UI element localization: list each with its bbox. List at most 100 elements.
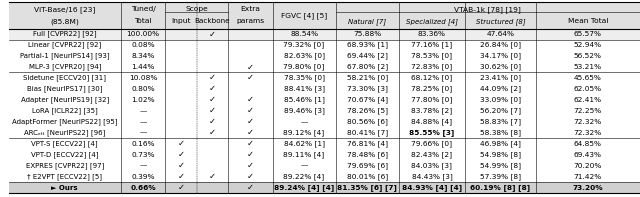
Text: 75.88%: 75.88% — [353, 31, 381, 37]
Text: 1.02%: 1.02% — [131, 97, 155, 103]
Text: Natural [7]: Natural [7] — [348, 18, 387, 25]
Text: ✓: ✓ — [209, 95, 216, 104]
Text: ✓: ✓ — [209, 172, 216, 181]
Text: 85.55% [3]: 85.55% [3] — [410, 129, 454, 136]
Text: 58.38% [8]: 58.38% [8] — [480, 129, 521, 136]
Text: 78.25% [0]: 78.25% [0] — [412, 85, 452, 92]
Text: 34.17% [0]: 34.17% [0] — [480, 53, 521, 59]
Text: 73.30% [3]: 73.30% [3] — [347, 85, 388, 92]
Text: ✓: ✓ — [209, 73, 216, 82]
Text: 72.25%: 72.25% — [574, 108, 602, 114]
Text: Extra: Extra — [241, 6, 260, 12]
Text: 54.99% [8]: 54.99% [8] — [480, 162, 521, 169]
Text: 78.35% [0]: 78.35% [0] — [284, 74, 324, 81]
Text: Full [CVPR22] [92]: Full [CVPR22] [92] — [33, 31, 97, 37]
Text: 33.09% [0]: 33.09% [0] — [480, 97, 521, 103]
Text: Total: Total — [134, 18, 152, 24]
Text: 79.32% [0]: 79.32% [0] — [284, 42, 324, 48]
Text: 76.81% [4]: 76.81% [4] — [347, 140, 388, 147]
Bar — [8, 29, 640, 40]
Text: ✓: ✓ — [247, 150, 254, 159]
Text: 56.20% [7]: 56.20% [7] — [480, 107, 521, 114]
Text: 54.98% [8]: 54.98% [8] — [480, 151, 521, 158]
Text: 77.16% [1]: 77.16% [1] — [412, 42, 452, 48]
Text: 70.67% [4]: 70.67% [4] — [347, 97, 388, 103]
Text: 78.48% [6]: 78.48% [6] — [347, 151, 388, 158]
Text: ✓: ✓ — [247, 62, 254, 72]
Text: 65.57%: 65.57% — [574, 31, 602, 37]
Text: Tuned/: Tuned/ — [131, 6, 156, 12]
Text: 10.08%: 10.08% — [129, 75, 157, 81]
Text: 60.19% [8] [8]: 60.19% [8] [8] — [470, 184, 531, 191]
Text: 68.93% [1]: 68.93% [1] — [347, 42, 388, 48]
Text: 88.41% [3]: 88.41% [3] — [284, 85, 324, 92]
Text: ✓: ✓ — [247, 106, 254, 115]
Text: 73.20%: 73.20% — [573, 185, 604, 190]
Text: 0.08%: 0.08% — [131, 42, 155, 48]
Text: (85.8M): (85.8M) — [51, 18, 79, 25]
Text: ✓: ✓ — [247, 128, 254, 137]
Text: 80.41% [7]: 80.41% [7] — [347, 129, 388, 136]
Text: 89.11% [4]: 89.11% [4] — [284, 151, 324, 158]
Text: ✓: ✓ — [177, 139, 184, 148]
Text: EXPRES [CVPR22] [97]: EXPRES [CVPR22] [97] — [26, 162, 104, 169]
Text: ✓: ✓ — [247, 117, 254, 126]
Text: 53.21%: 53.21% — [574, 64, 602, 70]
Text: 52.94%: 52.94% — [574, 42, 602, 48]
Text: ✓: ✓ — [209, 117, 216, 126]
Text: 56.52%: 56.52% — [574, 53, 602, 59]
Text: ✓: ✓ — [247, 183, 254, 192]
Text: Sidetune [ECCV20] [31]: Sidetune [ECCV20] [31] — [23, 74, 106, 81]
Text: —: — — [140, 108, 147, 114]
Text: 46.98% [4]: 46.98% [4] — [480, 140, 521, 147]
Text: 72.32%: 72.32% — [574, 130, 602, 136]
Text: ARCₑₜₜ [NeurIPS22] [96]: ARCₑₜₜ [NeurIPS22] [96] — [24, 129, 106, 136]
Text: Backbone: Backbone — [195, 18, 230, 24]
Text: 62.05%: 62.05% — [574, 86, 602, 92]
Text: 1.44%: 1.44% — [131, 64, 155, 70]
Text: 45.65%: 45.65% — [574, 75, 602, 81]
Text: 89.24% [4] [4]: 89.24% [4] [4] — [274, 184, 334, 191]
Text: 30.62% [0]: 30.62% [0] — [480, 64, 521, 70]
Bar — [8, 2, 640, 29]
Text: 82.43% [2]: 82.43% [2] — [412, 151, 452, 158]
Bar — [8, 182, 640, 193]
Text: 0.66%: 0.66% — [131, 185, 156, 190]
Text: Mean Total: Mean Total — [568, 18, 608, 24]
Text: —: — — [140, 119, 147, 125]
Text: MLP-3 [CVPR20] [94]: MLP-3 [CVPR20] [94] — [29, 64, 101, 70]
Text: 83.36%: 83.36% — [418, 31, 446, 37]
Text: 80.01% [6]: 80.01% [6] — [347, 173, 388, 180]
Text: LoRA [ICLR22] [35]: LoRA [ICLR22] [35] — [32, 107, 98, 114]
Text: 84.03% [3]: 84.03% [3] — [412, 162, 452, 169]
Text: 89.22% [4]: 89.22% [4] — [284, 173, 324, 180]
Text: ✓: ✓ — [247, 161, 254, 170]
Text: 84.88% [4]: 84.88% [4] — [412, 118, 452, 125]
Text: 84.43% [3]: 84.43% [3] — [412, 173, 452, 180]
Text: ✓: ✓ — [247, 139, 254, 148]
Text: 69.44% [2]: 69.44% [2] — [347, 53, 388, 59]
Text: 85.46% [1]: 85.46% [1] — [284, 97, 324, 103]
Text: FGVC [4] [5]: FGVC [4] [5] — [281, 12, 327, 19]
Text: 72.32%: 72.32% — [574, 119, 602, 125]
Text: 80.56% [6]: 80.56% [6] — [347, 118, 388, 125]
Text: 88.54%: 88.54% — [290, 31, 318, 37]
Text: 72.83% [0]: 72.83% [0] — [412, 64, 452, 70]
Text: ✓: ✓ — [177, 150, 184, 159]
Text: 0.16%: 0.16% — [131, 141, 155, 147]
Text: VPT-D [ECCV22] [4]: VPT-D [ECCV22] [4] — [31, 151, 99, 158]
Text: 81.35% [6] [7]: 81.35% [6] [7] — [337, 184, 397, 191]
Text: Adapter [NeurIPS19] [32]: Adapter [NeurIPS19] [32] — [20, 97, 109, 103]
Text: 69.43%: 69.43% — [574, 152, 602, 158]
Text: —: — — [140, 163, 147, 169]
Text: 8.34%: 8.34% — [131, 53, 155, 59]
Text: Partial-1 [NeurIPS14] [93]: Partial-1 [NeurIPS14] [93] — [20, 53, 109, 59]
Text: ✓: ✓ — [247, 95, 254, 104]
Text: —: — — [300, 163, 308, 169]
Text: 0.73%: 0.73% — [131, 152, 155, 158]
Text: ✓: ✓ — [209, 128, 216, 137]
Text: VTAB-1k [78] [19]: VTAB-1k [78] [19] — [454, 6, 521, 13]
Text: Specialized [4]: Specialized [4] — [406, 18, 458, 25]
Text: ✓: ✓ — [209, 106, 216, 115]
Text: 78.53% [0]: 78.53% [0] — [412, 53, 452, 59]
